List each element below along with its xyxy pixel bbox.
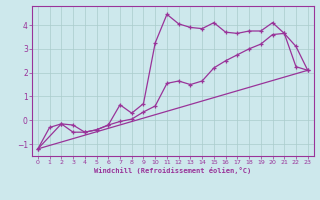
X-axis label: Windchill (Refroidissement éolien,°C): Windchill (Refroidissement éolien,°C) <box>94 167 252 174</box>
